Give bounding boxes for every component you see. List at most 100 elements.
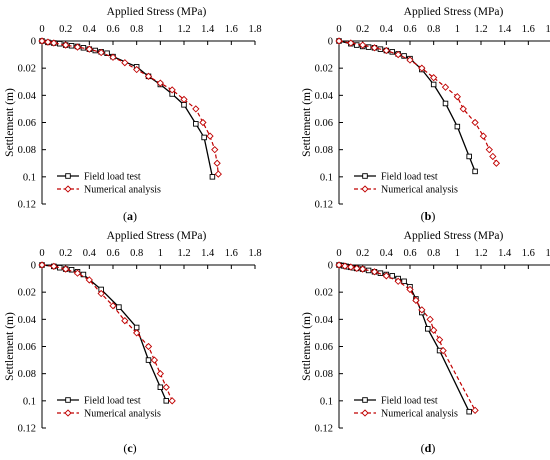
y-tick-label: 0.12 <box>18 200 36 211</box>
chart-title: Applied Stress (MPa) <box>404 230 504 242</box>
data-point-diamond <box>62 41 70 49</box>
data-point-diamond <box>370 268 379 276</box>
data-point-diamond <box>44 38 52 46</box>
series-line <box>338 264 476 411</box>
series-line <box>41 40 214 177</box>
legend-label: Field load test <box>84 396 141 407</box>
series-line <box>338 264 470 412</box>
chart-panel-b: Applied Stress (MPa) Settlement (m) 0 0.2 0.… <box>301 6 550 223</box>
data-point-diamond <box>133 329 141 337</box>
x-tick-label: 0 <box>39 248 44 259</box>
series-field-load-test <box>39 262 169 404</box>
data-point-diamond <box>394 50 402 59</box>
legend-marker-diamond <box>361 185 369 193</box>
legend-marker-diamond <box>64 409 72 417</box>
x-tick-label: 0 <box>336 248 341 259</box>
x-tick-label: 0.2 <box>356 24 369 35</box>
caption-paren-close: ) <box>133 441 137 455</box>
data-point-diamond <box>341 262 349 270</box>
data-point-square <box>401 278 407 285</box>
data-point-square <box>466 408 472 415</box>
x-tick-label: 1 <box>455 24 460 35</box>
data-point-diamond <box>156 79 164 87</box>
data-point-diamond <box>162 383 170 391</box>
x-tick-label: 0 <box>336 24 341 35</box>
caption-paren-open: ( <box>421 441 425 455</box>
legend-label: Numerical analysis <box>381 409 458 420</box>
data-point-diamond <box>471 118 479 127</box>
x-tick-label: 1.4 <box>201 24 215 35</box>
data-point-diamond <box>214 170 222 178</box>
legend-label: Field load test <box>381 172 438 183</box>
data-point-diamond <box>485 146 493 154</box>
y-tick-label: 0.02 <box>315 64 333 75</box>
y-tick-label: 0.02 <box>315 288 333 299</box>
data-point-square <box>454 123 461 130</box>
x-tick-label: 0.2 <box>59 248 72 259</box>
data-point-diamond <box>199 118 207 127</box>
legend-marker-square <box>362 397 368 403</box>
x-tick-label: 1.2 <box>177 24 190 35</box>
data-point-diamond <box>394 277 402 285</box>
y-tick-label: 0.04 <box>315 315 334 326</box>
data-point-diamond <box>38 37 46 45</box>
legend-marker-diamond <box>361 409 369 417</box>
data-point-square <box>472 168 478 175</box>
chart-panel-a: Applied Stress (MPa) Settlement (m) 0 0.2 0.… <box>4 6 262 223</box>
data-point-diamond <box>479 132 488 140</box>
caption-paren-open: ( <box>123 441 127 455</box>
panel-caption: (d) <box>421 441 436 455</box>
data-point-diamond <box>97 289 105 298</box>
data-point-diamond <box>439 346 447 355</box>
chart-panel-c: Applied Stress (MPa) Settlement (m) 0 0.2 0.… <box>4 230 262 455</box>
y-tick-label: 0.04 <box>18 315 37 326</box>
y-tick-label: 0.1 <box>23 172 36 183</box>
data-point-square <box>401 53 407 59</box>
x-tick-label: 0.8 <box>427 248 440 259</box>
x-tick-label: 1.4 <box>498 24 512 35</box>
x-tick-label: 0.8 <box>130 24 143 35</box>
data-point-diamond <box>97 48 105 57</box>
data-point-diamond <box>347 263 355 271</box>
data-point-diamond <box>50 39 58 47</box>
legend: Field load test Numerical analysis <box>57 172 161 196</box>
data-point-square <box>209 174 216 180</box>
y-axis-label: Settlement (m) <box>301 88 313 157</box>
y-tick-label: 0.06 <box>18 342 36 353</box>
data-point-diamond <box>168 397 176 405</box>
caption-letter: c <box>127 441 133 455</box>
y-tick-label: 0 <box>328 37 333 48</box>
x-tick-label: 1.4 <box>201 248 215 259</box>
data-point-diamond <box>206 132 214 140</box>
y-tick-label: 0 <box>328 261 333 272</box>
data-point-diamond <box>150 356 159 364</box>
data-point-diamond <box>406 285 414 294</box>
data-point-diamond <box>406 56 414 64</box>
legend-marker-square <box>65 397 71 403</box>
y-tick-label: 0.02 <box>18 64 36 75</box>
y-tick-label: 0.12 <box>18 424 36 435</box>
y-axis-label: Settlement (m) <box>4 312 16 381</box>
data-point-diamond <box>426 315 434 323</box>
data-point-diamond <box>489 152 497 161</box>
data-point-diamond <box>435 336 444 344</box>
x-tick-label: 1 <box>455 248 460 259</box>
x-tick-label: 1.4 <box>498 248 512 259</box>
series-line <box>41 264 173 402</box>
x-tick-label: 1.8 <box>248 248 261 259</box>
data-point-diamond <box>211 146 219 154</box>
caption-paren-close: ) <box>133 209 137 223</box>
data-point-diamond <box>85 276 93 284</box>
chart-title: Applied Stress (MPa) <box>404 6 504 18</box>
series-line <box>41 264 167 402</box>
caption-letter: a <box>127 209 133 223</box>
y-tick-label: 0.06 <box>315 118 333 129</box>
data-point-square <box>201 134 207 141</box>
x-tick-label: 1 <box>158 24 163 35</box>
legend-marker-square <box>65 173 71 179</box>
x-tick-label: 0.6 <box>106 24 119 35</box>
series-field-load-test <box>39 38 216 180</box>
caption-paren-open: ( <box>123 209 127 223</box>
x-tick-label: 0.6 <box>403 248 416 259</box>
y-tick-label: 0 <box>31 37 36 48</box>
